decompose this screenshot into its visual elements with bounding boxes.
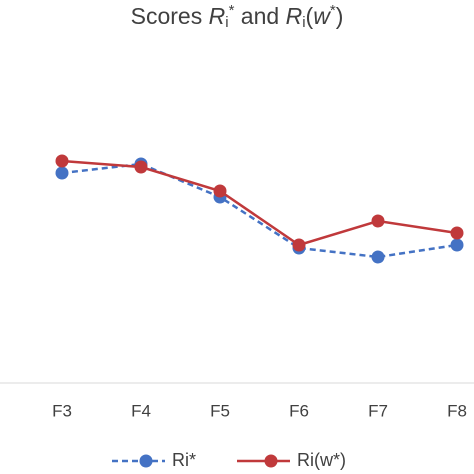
x-tick-label: F3 bbox=[52, 401, 72, 420]
data-point bbox=[292, 238, 306, 252]
x-tick-label: F4 bbox=[131, 401, 151, 420]
data-point bbox=[371, 214, 385, 228]
series-line bbox=[61, 162, 458, 259]
chart-title: Scores Ri* and Ri(w*) bbox=[131, 2, 344, 31]
x-tick-label: F5 bbox=[210, 401, 230, 420]
legend-marker bbox=[264, 454, 278, 468]
data-point bbox=[55, 166, 69, 180]
legend-label: Ri(w*) bbox=[297, 450, 346, 470]
data-point bbox=[450, 226, 464, 240]
x-tick-label: F6 bbox=[289, 401, 309, 420]
legend-label: Ri* bbox=[172, 450, 196, 470]
legend-marker bbox=[139, 454, 153, 468]
data-point bbox=[213, 184, 227, 198]
data-point bbox=[55, 154, 69, 168]
x-tick-label: F7 bbox=[368, 401, 388, 420]
data-point bbox=[371, 250, 385, 264]
data-point bbox=[450, 238, 464, 252]
data-point bbox=[134, 160, 148, 174]
series-line bbox=[61, 159, 458, 247]
x-tick-label: F8 bbox=[447, 401, 467, 420]
